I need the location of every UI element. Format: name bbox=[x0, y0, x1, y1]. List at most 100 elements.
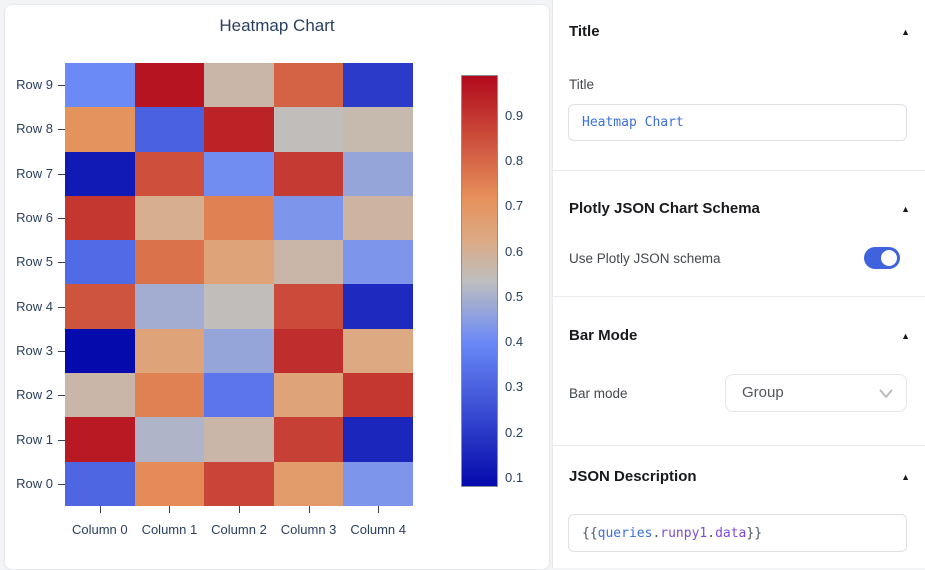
x-axis-label: Column 0 bbox=[71, 522, 128, 537]
heatmap-cell bbox=[343, 284, 413, 329]
axis-tick bbox=[58, 350, 65, 352]
collapse-arrow-icon[interactable]: ▲ bbox=[901, 331, 910, 341]
heatmap-cell bbox=[134, 195, 205, 241]
axis-tick bbox=[169, 506, 171, 513]
section-header-json-description[interactable]: JSON Description ▲ bbox=[553, 467, 925, 489]
colorbar-tick-label: 0.2 bbox=[505, 424, 524, 440]
heatmap-cell bbox=[134, 107, 205, 152]
heatmap-cell bbox=[273, 417, 344, 462]
colorbar-tick-label: 0.7 bbox=[505, 198, 524, 214]
heatmap-cell bbox=[65, 240, 135, 285]
heatmap-cell bbox=[134, 240, 205, 285]
title-input-value: Heatmap Chart bbox=[582, 115, 684, 130]
x-axis-label: Column 2 bbox=[211, 522, 267, 537]
collapse-arrow-icon[interactable]: ▲ bbox=[901, 472, 910, 482]
section-header-title[interactable]: Title ▲ bbox=[553, 22, 925, 44]
use-plotly-schema-label: Use Plotly JSON schema bbox=[569, 251, 721, 266]
colorbar-tick-label: 0.4 bbox=[505, 334, 524, 350]
axis-tick bbox=[58, 129, 65, 131]
section-header-json-description-label: JSON Description bbox=[569, 468, 697, 485]
heatmap-cell bbox=[204, 284, 274, 329]
heatmap-cell bbox=[134, 151, 205, 196]
x-axis-label: Column 4 bbox=[350, 522, 406, 537]
bar-mode-dropdown-value: Group bbox=[742, 384, 784, 401]
section-header-bar-mode-label: Bar Mode bbox=[569, 327, 638, 344]
y-axis-label: Row 5 bbox=[16, 254, 53, 270]
code-token: }} bbox=[746, 525, 763, 541]
bar-mode-field-label: Bar mode bbox=[569, 386, 628, 401]
section-header-plotly-schema[interactable]: Plotly JSON Chart Schema ▲ bbox=[553, 199, 925, 221]
heatmap-cell bbox=[273, 240, 344, 285]
heatmap-cell bbox=[273, 107, 344, 152]
y-axis-label: Row 4 bbox=[16, 298, 53, 314]
heatmap-cell bbox=[273, 461, 344, 506]
section-divider bbox=[553, 445, 925, 446]
heatmap-cell bbox=[273, 373, 344, 418]
chevron-down-icon bbox=[879, 389, 893, 398]
heatmap-cell bbox=[65, 151, 135, 196]
plotly-schema-toggle[interactable] bbox=[864, 247, 900, 269]
axis-tick bbox=[58, 262, 65, 264]
heatmap-cell bbox=[343, 328, 413, 374]
y-axis-label: Row 6 bbox=[16, 210, 53, 226]
x-axis-label: Column 1 bbox=[141, 522, 198, 537]
heatmap-cell bbox=[273, 151, 344, 196]
heatmap-cell bbox=[343, 417, 413, 462]
heatmap-cell bbox=[204, 240, 274, 285]
axis-tick bbox=[99, 506, 101, 513]
json-description-value: {{queries.runpy1.data}} bbox=[582, 526, 762, 541]
heatmap-cell bbox=[65, 328, 135, 374]
inspector-panel: Title ▲ Title Heatmap Chart Plotly JSON … bbox=[552, 0, 925, 568]
heatmap-cell bbox=[134, 373, 205, 418]
y-axis-label: Row 3 bbox=[16, 342, 53, 358]
section-header-bar-mode[interactable]: Bar Mode ▲ bbox=[553, 326, 925, 348]
collapse-arrow-icon[interactable]: ▲ bbox=[901, 27, 910, 37]
heatmap-cell bbox=[65, 417, 135, 462]
y-axis-label: Row 0 bbox=[16, 475, 53, 491]
heatmap-cell bbox=[134, 328, 205, 374]
heatmap-cell bbox=[134, 417, 205, 462]
axis-tick bbox=[58, 218, 65, 220]
heatmap-cell bbox=[343, 461, 413, 506]
title-input[interactable]: Heatmap Chart bbox=[568, 104, 907, 141]
heatmap-cell bbox=[204, 151, 274, 196]
colorbar bbox=[461, 75, 498, 487]
heatmap-cell bbox=[343, 63, 413, 108]
heatmap-cell bbox=[343, 107, 413, 152]
code-token: queries bbox=[597, 525, 653, 541]
heatmap-cell bbox=[204, 373, 274, 418]
heatmap-cell bbox=[204, 328, 274, 374]
code-token: data bbox=[715, 525, 747, 541]
colorbar-tick-label: 0.3 bbox=[505, 379, 524, 395]
heatmap-cell bbox=[204, 461, 274, 506]
heatmap-cell bbox=[343, 240, 413, 285]
heatmap-cell bbox=[134, 461, 205, 506]
heatmap-cell bbox=[204, 195, 274, 241]
heatmap-cell bbox=[65, 461, 135, 506]
heatmap-cell bbox=[273, 63, 344, 108]
colorbar-tick-label: 0.1 bbox=[505, 469, 524, 485]
colorbar-tick-label: 0.6 bbox=[505, 243, 524, 259]
section-divider bbox=[553, 170, 925, 171]
y-axis-label: Row 1 bbox=[16, 431, 53, 447]
axis-tick bbox=[378, 506, 380, 513]
title-field-label: Title bbox=[569, 77, 595, 92]
heatmap-cell bbox=[65, 107, 135, 152]
colorbar-tick-label: 0.9 bbox=[505, 107, 524, 123]
x-axis-label: Column 3 bbox=[280, 522, 337, 537]
code-token: runpy1 bbox=[660, 525, 708, 541]
heatmap-cell bbox=[343, 373, 413, 418]
section-header-title-label: Title bbox=[569, 23, 600, 40]
chart-title: Heatmap Chart bbox=[219, 16, 335, 35]
json-description-input[interactable]: {{queries.runpy1.data}} bbox=[568, 514, 907, 552]
code-token: {{ bbox=[582, 525, 598, 541]
heatmap-cell bbox=[204, 417, 274, 462]
collapse-arrow-icon[interactable]: ▲ bbox=[901, 204, 910, 214]
section-divider bbox=[553, 296, 925, 297]
heatmap-cell bbox=[273, 195, 344, 241]
axis-tick bbox=[58, 173, 65, 175]
heatmap-plot-area[interactable] bbox=[65, 63, 413, 506]
bar-mode-dropdown[interactable]: Group bbox=[725, 374, 907, 412]
section-header-plotly-schema-label: Plotly JSON Chart Schema bbox=[569, 200, 760, 217]
